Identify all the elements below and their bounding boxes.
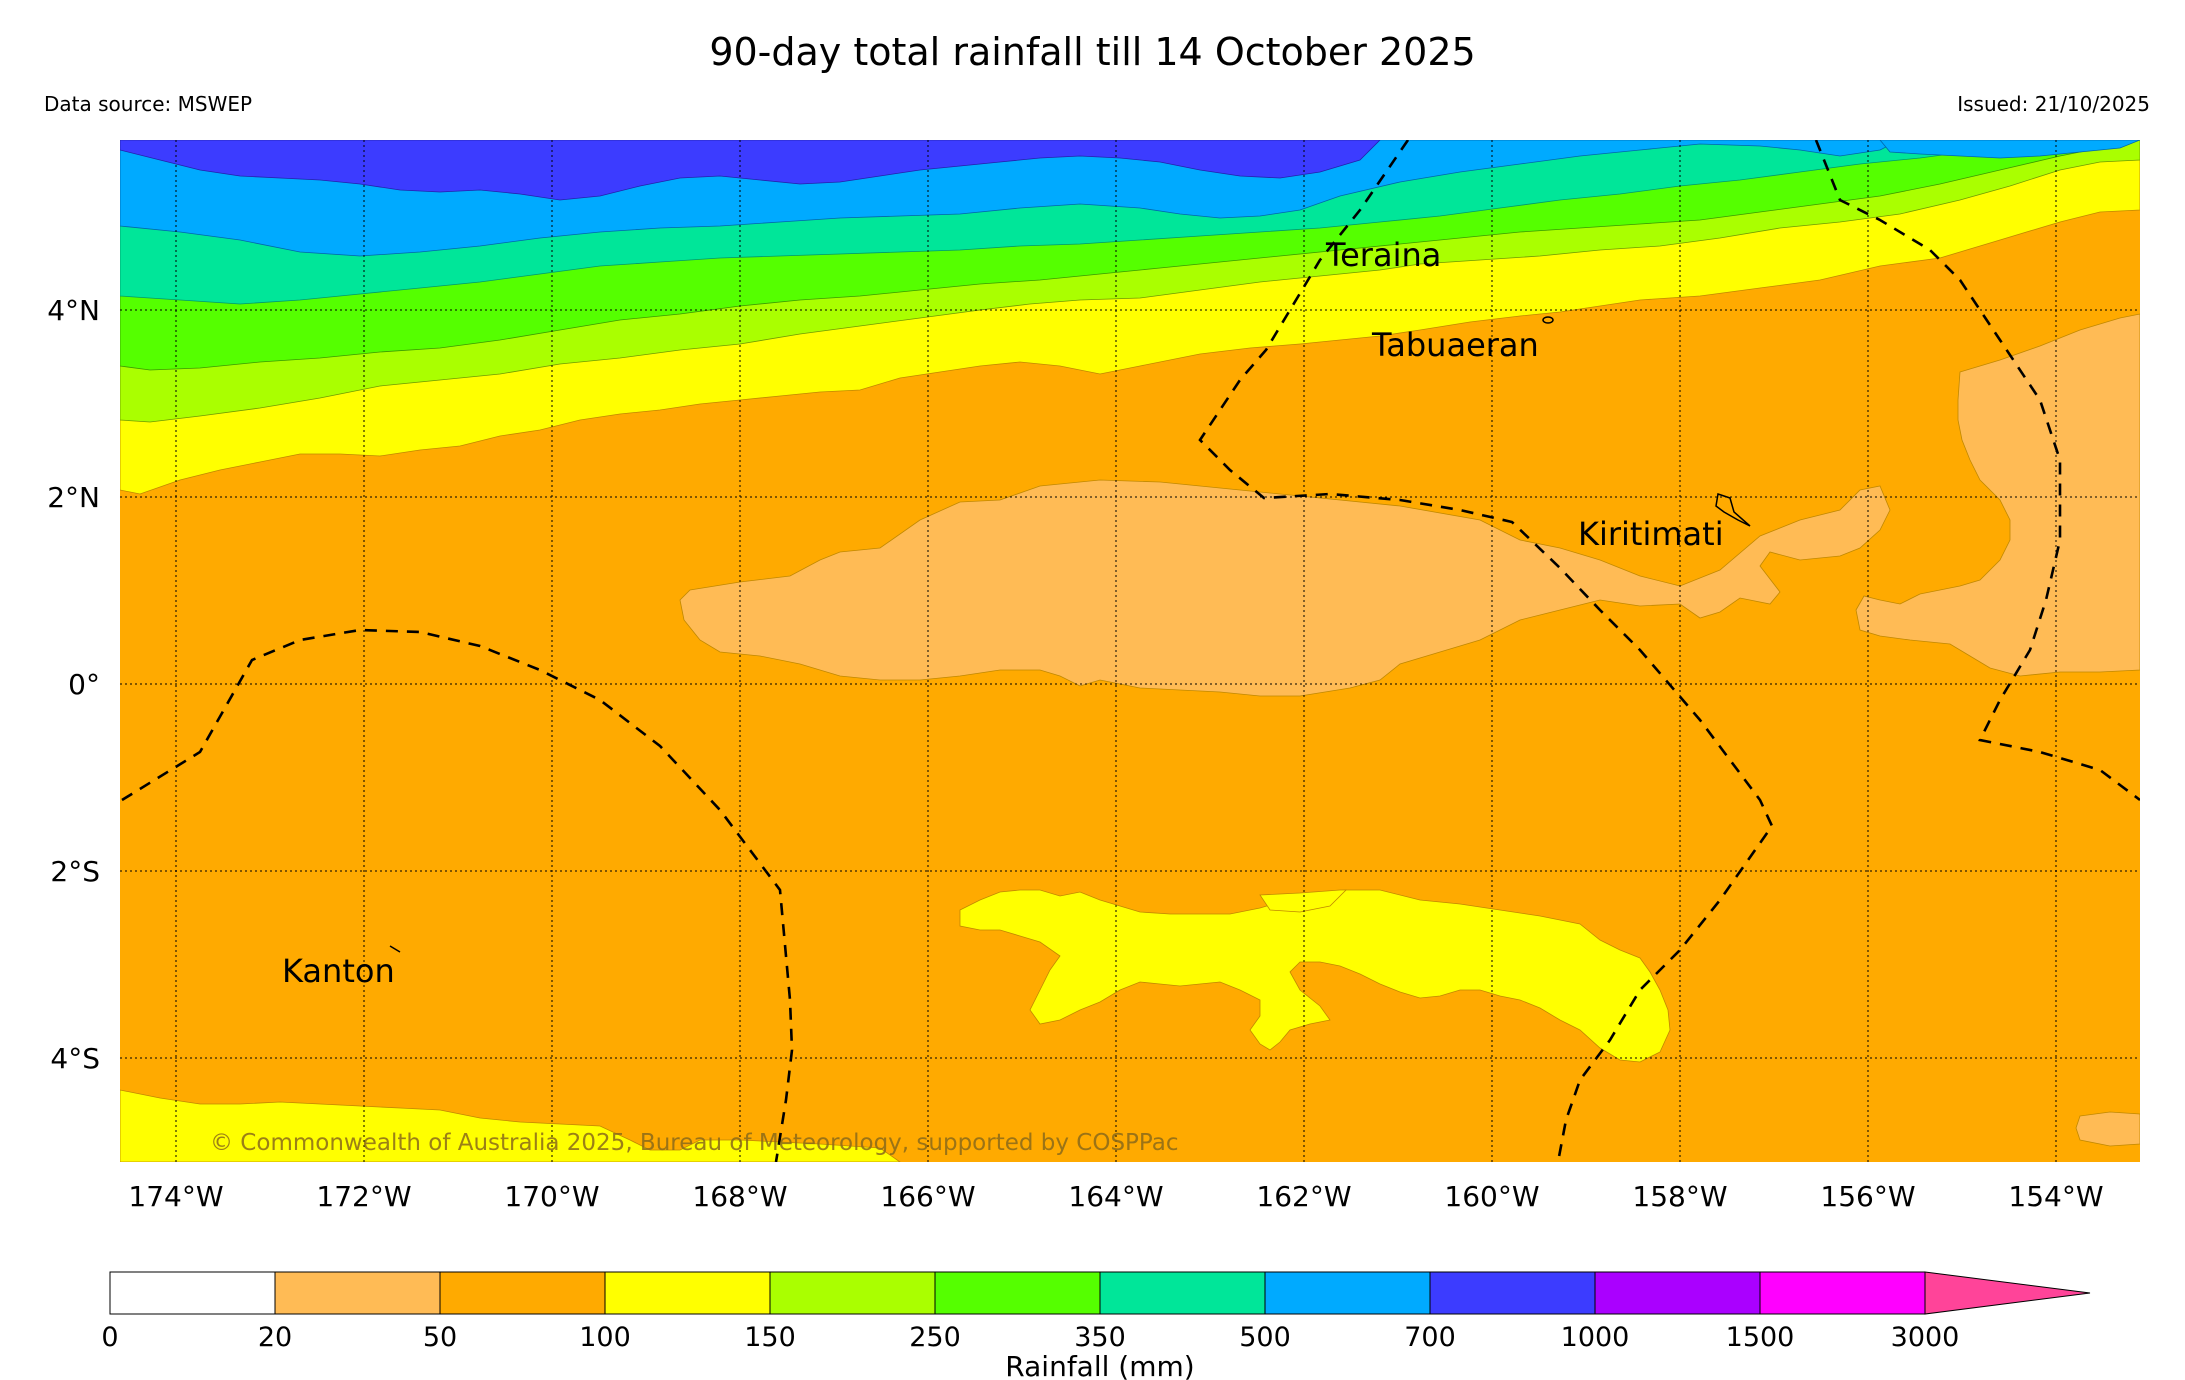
kanton-island-outline — [389, 945, 401, 953]
rainfall-field — [120, 140, 2140, 1162]
colorbar-segment — [604, 1271, 771, 1315]
tabuaeran-island-outline — [1542, 316, 1554, 324]
graticule — [120, 140, 2140, 1162]
colorbar-tick-label: 3000 — [1891, 1322, 1960, 1353]
colorbar-tick-label: 250 — [909, 1322, 961, 1353]
lon-label-174w: 174°W — [128, 1180, 223, 1213]
place-label-kanton: Kanton — [282, 952, 395, 990]
band-20-50-se — [2075, 1111, 2140, 1147]
lon-label-168w: 168°W — [692, 1180, 787, 1213]
lon-label-162w: 162°W — [1256, 1180, 1351, 1213]
colorbar-segment — [109, 1271, 276, 1315]
kiritimati-island-outline — [1715, 493, 1751, 527]
lat-label-4s: 4°S — [50, 1042, 100, 1075]
lon-label-154w: 154°W — [2008, 1180, 2103, 1213]
band-500-700-ne — [1879, 140, 2140, 159]
lon-label-166w: 166°W — [880, 1180, 975, 1213]
eez-boundary-east — [1814, 140, 2140, 802]
colorbar-tick-label: 150 — [744, 1322, 796, 1353]
colorbar-title: Rainfall (mm) — [1005, 1350, 1194, 1380]
colorbar-segment — [1099, 1271, 1266, 1315]
colorbar-segment — [1429, 1271, 1596, 1315]
colorbar-tick-label: 350 — [1074, 1322, 1126, 1353]
colorbar-tick-label: 20 — [258, 1322, 292, 1353]
colorbar-segment — [1759, 1271, 1926, 1315]
map-title: 90-day total rainfall till 14 October 20… — [709, 30, 1476, 74]
lat-label-4n: 4°N — [47, 294, 100, 327]
place-label-teraina: Teraina — [1325, 236, 1441, 274]
colorbar-tick-label: 50 — [423, 1322, 457, 1353]
island-shapes — [389, 316, 1751, 953]
lon-label-164w: 164°W — [1068, 1180, 1163, 1213]
eez-boundary-line-islands — [1198, 140, 1774, 1162]
colorbar-segment — [769, 1271, 936, 1315]
lon-label-160w: 160°W — [1444, 1180, 1539, 1213]
lon-label-172w: 172°W — [316, 1180, 411, 1213]
band-20-50-central — [679, 479, 1891, 697]
colorbar-tick-label: 500 — [1239, 1322, 1291, 1353]
lon-label-158w: 158°W — [1632, 1180, 1727, 1213]
place-label-tabuaeran: Tabuaeran — [1371, 326, 1539, 364]
data-source: Data source: MSWEP — [44, 92, 253, 116]
place-label-kiritimati: Kiritimati — [1578, 515, 1724, 553]
colorbar-segment — [439, 1271, 606, 1315]
band-20-50-east — [1855, 313, 2140, 677]
lon-label-156w: 156°W — [1820, 1180, 1915, 1213]
colorbar-tick-label: 100 — [579, 1322, 631, 1353]
copyright-notice: © Commonwealth of Australia 2025, Bureau… — [210, 1130, 1179, 1156]
colorbar: 0 20 50 100 150 250 350 500 700 1000 1500 3000 Rainf… — [101, 1271, 2091, 1380]
colorbar-segment — [274, 1271, 441, 1315]
colorbar-tick-label: 0 — [101, 1322, 118, 1353]
band-100-150-south-2 — [1259, 889, 1347, 913]
colorbar-tick-label: 1500 — [1726, 1322, 1795, 1353]
colorbar-extension-arrow — [1924, 1271, 2091, 1315]
lat-label-2s: 2°S — [50, 855, 100, 888]
lat-label-0: 0° — [68, 668, 100, 701]
issued-date: Issued: 21/10/2025 — [1957, 92, 2150, 116]
colorbar-tick-label: 700 — [1404, 1322, 1456, 1353]
eez-boundaries — [121, 140, 2140, 1162]
colorbar-segment — [1264, 1271, 1431, 1315]
band-100-150-south — [959, 889, 1671, 1063]
band-700-1000 — [120, 140, 1381, 201]
longitude-labels: 174°W 172°W 170°W 168°W 166°W 164°W 162°… — [128, 1180, 2103, 1213]
colorbar-segment — [934, 1271, 1101, 1315]
eez-boundary-kanton — [121, 628, 794, 1162]
lon-label-170w: 170°W — [504, 1180, 599, 1213]
lat-label-2n: 2°N — [47, 481, 100, 514]
band-100-150-sw — [120, 1089, 901, 1162]
latitude-labels: 4°N 2°N 0° 2°S 4°S — [47, 294, 100, 1075]
colorbar-segment — [1594, 1271, 1761, 1315]
colorbar-tick-label: 1000 — [1561, 1322, 1630, 1353]
